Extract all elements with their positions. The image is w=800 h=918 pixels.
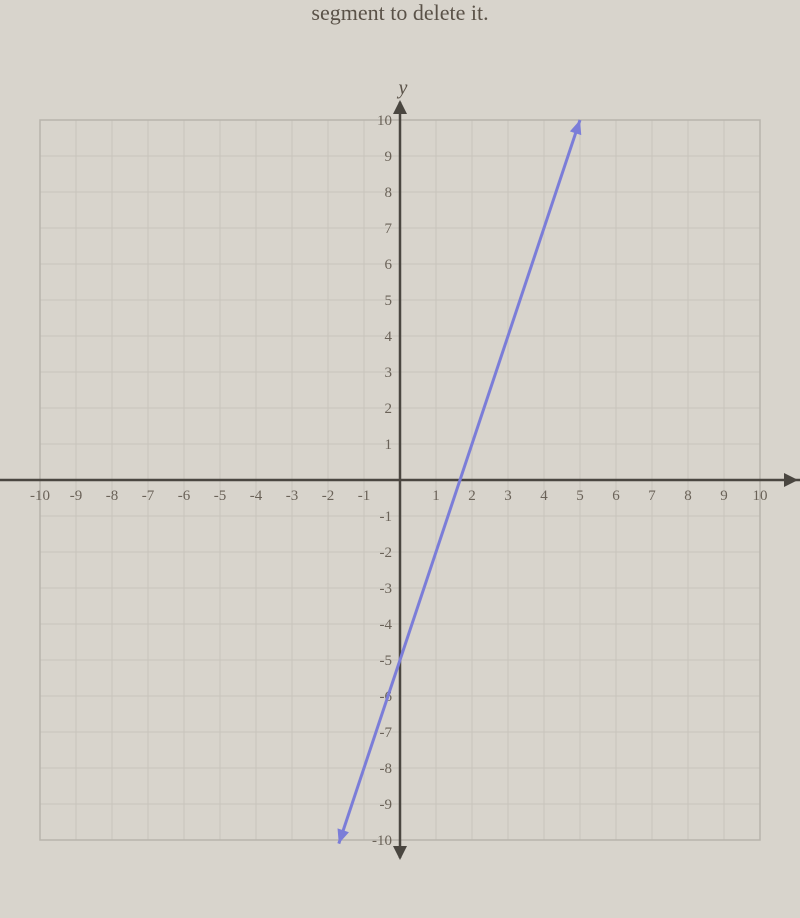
svg-text:-7: -7 [380, 725, 393, 741]
svg-text:9: 9 [720, 488, 728, 504]
svg-text:-3: -3 [380, 581, 393, 597]
svg-text:4: 4 [385, 329, 393, 345]
chart-svg: -10 -9 -8 -7 -6 -5 -4 -3 -2 -1 1 2 3 4 5 6 7 8 9 10 1 2 3 4 5 6 7 8… [0, 55, 800, 905]
svg-text:-5: -5 [214, 488, 227, 504]
coordinate-chart: -10 -9 -8 -7 -6 -5 -4 -3 -2 -1 1 2 3 4 5 6 7 8 9 10 1 2 3 4 5 6 7 8… [0, 55, 800, 905]
svg-text:10: 10 [753, 488, 768, 504]
svg-text:4: 4 [540, 488, 548, 504]
svg-text:7: 7 [648, 488, 656, 504]
svg-text:-10: -10 [30, 488, 50, 504]
svg-text:6: 6 [385, 257, 393, 273]
instruction-text: segment to delete it. [311, 0, 488, 26]
svg-text:6: 6 [612, 488, 620, 504]
svg-text:1: 1 [432, 488, 440, 504]
svg-text:-1: -1 [358, 488, 371, 504]
svg-text:-10: -10 [372, 833, 392, 849]
svg-text:8: 8 [385, 185, 393, 201]
svg-text:-5: -5 [380, 653, 393, 669]
svg-text:8: 8 [684, 488, 692, 504]
svg-text:-3: -3 [286, 488, 299, 504]
svg-text:3: 3 [504, 488, 512, 504]
svg-text:-6: -6 [178, 488, 191, 504]
svg-text:1: 1 [385, 437, 393, 453]
svg-text:-8: -8 [106, 488, 119, 504]
svg-text:2: 2 [385, 401, 393, 417]
svg-text:9: 9 [385, 149, 393, 165]
svg-text:3: 3 [385, 365, 393, 381]
svg-text:7: 7 [385, 221, 393, 237]
svg-text:5: 5 [576, 488, 584, 504]
svg-text:-1: -1 [380, 509, 393, 525]
svg-text:2: 2 [468, 488, 476, 504]
svg-text:-7: -7 [142, 488, 155, 504]
svg-text:-2: -2 [322, 488, 335, 504]
svg-text:5: 5 [385, 293, 393, 309]
svg-text:-4: -4 [380, 617, 393, 633]
svg-text:-2: -2 [380, 545, 393, 561]
svg-text:-9: -9 [380, 797, 393, 813]
svg-text:-8: -8 [380, 761, 393, 777]
svg-text:10: 10 [377, 113, 392, 129]
svg-text:-9: -9 [70, 488, 83, 504]
svg-text:y: y [397, 77, 408, 99]
svg-text:-4: -4 [250, 488, 263, 504]
